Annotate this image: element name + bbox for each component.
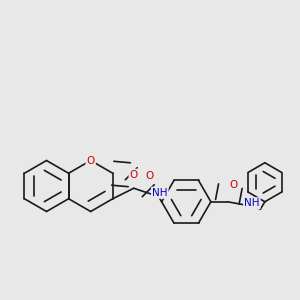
Text: O: O <box>146 171 154 181</box>
Text: O: O <box>86 155 95 166</box>
Text: O: O <box>130 170 138 180</box>
Text: O: O <box>230 180 238 190</box>
Text: NH: NH <box>152 188 168 198</box>
Text: NH: NH <box>244 198 260 208</box>
